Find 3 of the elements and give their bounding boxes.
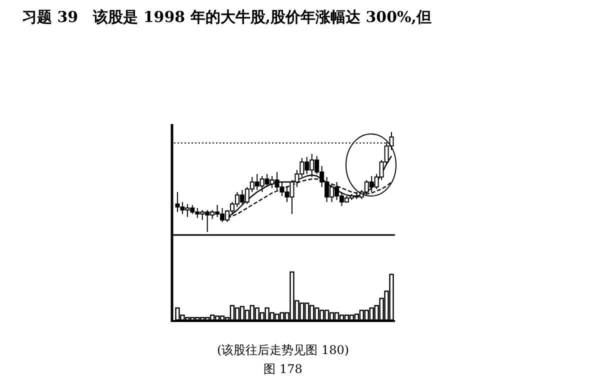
text: (该股往后走势见图 180)	[216, 343, 350, 357]
caption: 图 178	[264, 362, 302, 376]
chart-title: 习题 39 该股是 1998 年的大牛股,股价年涨幅达 300%,但	[22, 8, 432, 26]
